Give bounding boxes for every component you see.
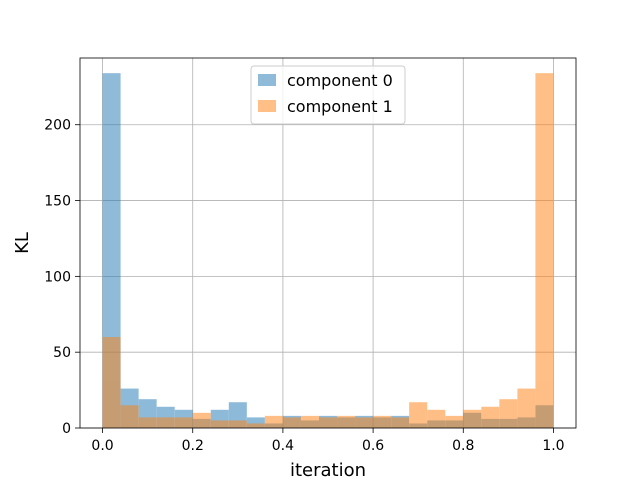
x-tick-label: 0.0 — [91, 438, 113, 454]
bar-component-1 — [192, 412, 211, 428]
y-tick-label: 150 — [44, 194, 71, 210]
x-axis-ticks: 0.0 0.2 0.4 0.6 0.8 1.0 — [91, 428, 565, 454]
bar-component-1 — [355, 417, 374, 428]
bar-component-1 — [373, 415, 392, 428]
bar-component-1 — [120, 405, 139, 428]
bar-component-1 — [138, 417, 157, 428]
bar-component-1 — [228, 420, 247, 428]
x-tick-label: 1.0 — [542, 438, 564, 454]
x-tick-label: 0.2 — [182, 438, 204, 454]
legend-swatch-component-0 — [258, 74, 276, 86]
bar-component-1 — [481, 406, 500, 428]
y-tick-label: 200 — [44, 118, 71, 134]
y-tick-label: 0 — [62, 421, 71, 437]
x-tick-label: 0.8 — [452, 438, 474, 454]
bar-component-1 — [409, 402, 428, 428]
bar-component-1 — [156, 417, 175, 428]
bar-component-1 — [300, 415, 319, 428]
legend-frame — [250, 65, 406, 125]
bar-component-1 — [246, 423, 265, 428]
x-axis-label: iteration — [290, 460, 366, 480]
y-tick-label: 50 — [53, 345, 71, 361]
bar-component-1 — [463, 409, 482, 428]
bar-component-1 — [445, 415, 464, 428]
bar-component-1 — [517, 388, 536, 428]
series-component-0-bars — [102, 73, 554, 428]
bar-component-1 — [427, 409, 446, 428]
y-axis-ticks: 0 50 100 150 200 — [44, 118, 80, 437]
legend-label-component-1: component 1 — [287, 97, 393, 116]
bar-component-1 — [282, 417, 301, 428]
bar-component-1 — [535, 73, 554, 428]
plot-frame — [79, 57, 577, 429]
series-component-1-bars — [102, 73, 554, 428]
bar-component-1 — [210, 420, 229, 428]
y-tick-label: 100 — [44, 269, 71, 285]
x-tick-label: 0.4 — [272, 438, 294, 454]
bar-component-1 — [318, 417, 338, 428]
legend-label-component-0: component 0 — [287, 71, 393, 90]
x-tick-label: 0.6 — [362, 438, 384, 454]
bar-component-1 — [391, 417, 410, 428]
y-axis-label: KL — [12, 232, 33, 254]
bar-component-1 — [499, 399, 518, 428]
bar-component-1 — [174, 417, 193, 428]
legend-swatch-component-1 — [258, 100, 276, 112]
bar-component-1 — [264, 415, 283, 428]
bar-component-1 — [337, 415, 356, 428]
bar-component-0 — [246, 417, 265, 428]
legend: component 0 component 1 — [250, 65, 406, 125]
bar-component-1 — [102, 337, 121, 428]
